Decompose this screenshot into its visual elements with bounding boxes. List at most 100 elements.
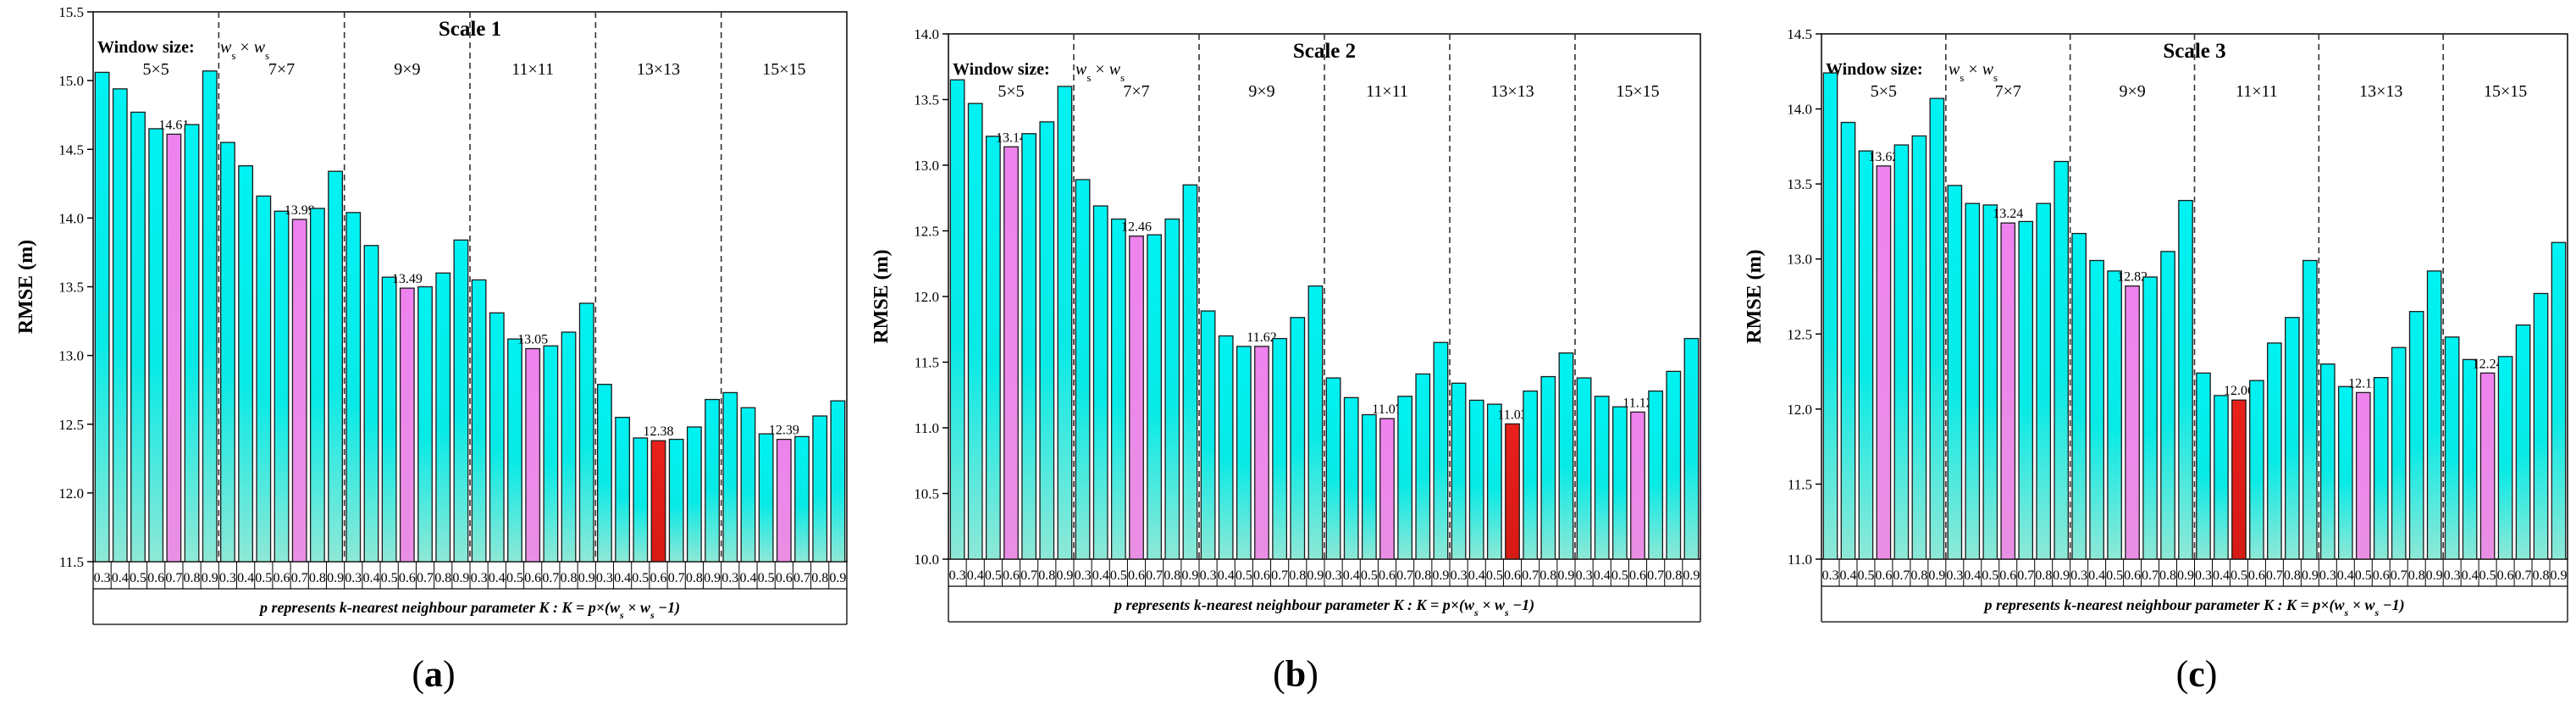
min-value-label: 12.46 bbox=[1121, 220, 1152, 235]
bar bbox=[453, 239, 469, 563]
x-tick-label: 0.4 bbox=[1468, 568, 1485, 583]
bar bbox=[1540, 375, 1556, 560]
x-axis-label-part: p represents k-nearest neighbour paramet… bbox=[258, 599, 539, 616]
x-tick-label: 0.8 bbox=[1164, 568, 1180, 583]
bar-group-min bbox=[1003, 146, 1019, 560]
bar-group-min bbox=[2479, 372, 2496, 560]
x-axis-label-part: K bbox=[561, 599, 573, 616]
x-tick-label: 0.4 bbox=[2337, 568, 2354, 583]
x-tick-label: 0.7 bbox=[1893, 568, 1910, 583]
bar bbox=[1147, 234, 1163, 560]
bar bbox=[435, 272, 451, 563]
x-axis-label-part: s bbox=[2344, 607, 2349, 618]
x-tick-label: 0.4 bbox=[1964, 568, 1981, 583]
min-value-label: 12.82 bbox=[2117, 270, 2148, 285]
panel-label-letter: b bbox=[1285, 653, 1306, 695]
x-tick-label: 0.5 bbox=[758, 571, 775, 585]
bar bbox=[1057, 86, 1073, 560]
bar bbox=[2444, 336, 2460, 560]
group-label: 13×13 bbox=[2359, 82, 2402, 101]
group-label: 5×5 bbox=[998, 82, 1024, 101]
bar bbox=[2462, 358, 2478, 560]
bar bbox=[1683, 337, 1700, 560]
min-value-label: 11.07 bbox=[1372, 402, 1401, 417]
x-tick-label: 0.3 bbox=[721, 571, 738, 585]
x-axis-label-part: s bbox=[619, 609, 624, 621]
x-tick-label: 0.8 bbox=[811, 571, 828, 585]
x-tick-label: 0.9 bbox=[327, 571, 344, 585]
bar bbox=[578, 302, 594, 563]
bar-group-min bbox=[1129, 236, 1144, 560]
y-tick-label: 12.5 bbox=[914, 224, 939, 240]
x-tick-label: 0.7 bbox=[2142, 568, 2159, 583]
y-tick-label: 14.0 bbox=[1787, 102, 1812, 118]
bar bbox=[2319, 363, 2336, 560]
x-tick-label: 0.6 bbox=[650, 571, 667, 585]
window-size-formula-part: w bbox=[220, 38, 232, 57]
group-label: 11×11 bbox=[2236, 82, 2278, 101]
x-tick-label: 0.5 bbox=[2106, 568, 2123, 583]
x-tick-label: 0.3 bbox=[2070, 568, 2087, 583]
bar bbox=[1200, 310, 1216, 560]
y-tick-label: 14.0 bbox=[914, 26, 939, 42]
min-value-label: 14.61 bbox=[158, 118, 189, 132]
bar bbox=[633, 437, 649, 563]
bar bbox=[615, 416, 631, 563]
bar bbox=[2391, 346, 2407, 560]
x-tick-label: 0.6 bbox=[1128, 568, 1145, 583]
x-tick-label: 0.3 bbox=[1200, 568, 1217, 583]
bar bbox=[1558, 352, 1574, 560]
window-size-label: Window size: bbox=[97, 38, 195, 57]
x-tick-label: 0.7 bbox=[2515, 568, 2532, 583]
x-tick-label: 0.5 bbox=[1982, 568, 1998, 583]
bar-group-min bbox=[1254, 346, 1269, 560]
bar bbox=[489, 312, 505, 563]
bar bbox=[1911, 135, 1927, 560]
bar bbox=[1468, 399, 1484, 560]
y-tick-label: 14.5 bbox=[58, 141, 84, 158]
x-axis-label-part: ×( bbox=[1451, 596, 1466, 614]
x-tick-label: 0.6 bbox=[1253, 568, 1270, 583]
x-tick-label: 0.3 bbox=[1075, 568, 1092, 583]
y-tick-label: 10.5 bbox=[914, 486, 939, 502]
y-tick-label: 11.0 bbox=[915, 420, 939, 436]
bar bbox=[2214, 395, 2229, 560]
group-label: 11×11 bbox=[511, 60, 554, 79]
bar bbox=[2036, 202, 2052, 560]
x-axis-label-part: × bbox=[624, 599, 640, 616]
bar-group-min bbox=[1630, 411, 1645, 560]
window-size-formula: ws × ws bbox=[1075, 60, 1125, 84]
x-axis-label-part: K bbox=[2263, 596, 2275, 613]
x-tick-label: 0.8 bbox=[1540, 568, 1556, 583]
bar bbox=[668, 438, 684, 563]
x-tick-label: 0.4 bbox=[2088, 568, 2105, 583]
bar bbox=[1576, 377, 1592, 560]
x-tick-label: 0.8 bbox=[1414, 568, 1431, 583]
x-tick-label: 0.7 bbox=[1647, 568, 1664, 583]
x-axis-label: p represents k-nearest neighbour paramet… bbox=[1982, 596, 2404, 618]
x-tick-label: 0.9 bbox=[1307, 568, 1324, 583]
panel-label-paren: ) bbox=[1306, 653, 1318, 695]
x-tick-label: 0.5 bbox=[130, 571, 146, 585]
window-size-formula-part: s bbox=[265, 49, 269, 62]
bar bbox=[1486, 403, 1502, 560]
bar bbox=[1218, 335, 1234, 560]
x-tick-label: 0.6 bbox=[2373, 568, 2390, 583]
x-tick-label: 0.5 bbox=[255, 571, 272, 585]
x-tick-label: 0.5 bbox=[381, 571, 398, 585]
bar bbox=[1092, 205, 1108, 560]
x-tick-label: 0.9 bbox=[704, 571, 721, 585]
bar bbox=[1433, 341, 1449, 560]
x-axis-label-part: p bbox=[1441, 596, 1451, 613]
bar bbox=[345, 212, 362, 563]
x-tick-label: 0.7 bbox=[793, 571, 810, 585]
window-size-formula: ws × ws bbox=[220, 38, 269, 62]
y-tick-label: 12.5 bbox=[58, 417, 84, 433]
x-axis-label-part: = bbox=[2297, 596, 2313, 613]
x-tick-label: 0.6 bbox=[147, 571, 164, 585]
y-tick-label: 14.0 bbox=[58, 210, 84, 226]
bar bbox=[1397, 396, 1413, 560]
x-tick-label: 0.5 bbox=[2231, 568, 2247, 583]
